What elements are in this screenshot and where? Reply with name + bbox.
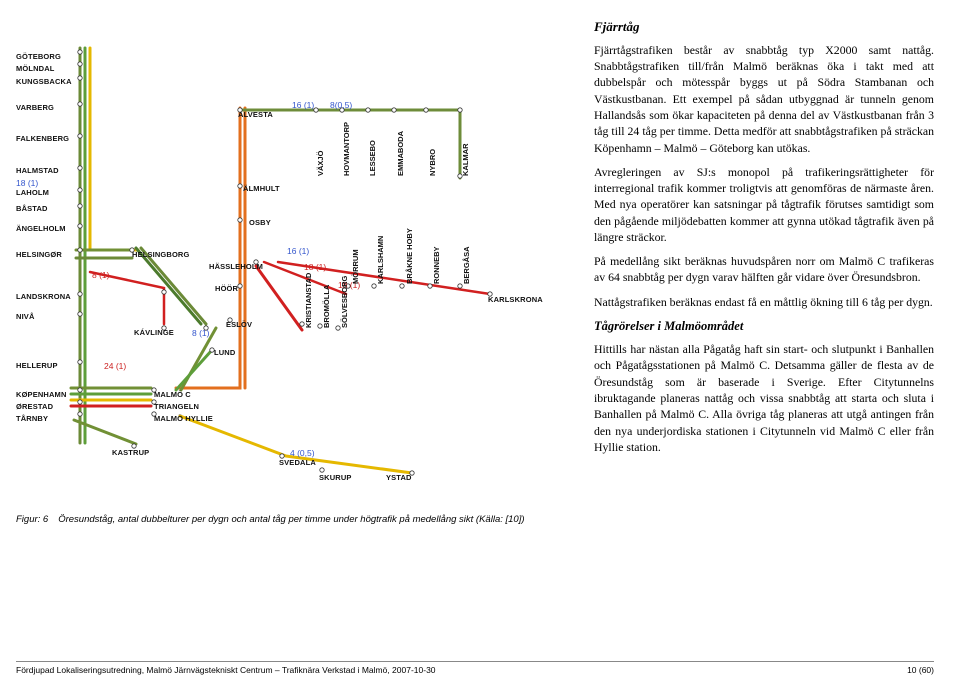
station-label: MALMÖ C: [154, 390, 191, 399]
station-label: ÄLMHULT: [243, 184, 280, 193]
paragraph: Nattågstrafiken beräknas endast få en må…: [594, 294, 934, 310]
station-label-vertical: NYBRO: [428, 149, 437, 176]
station-label: KØPENHAMN: [16, 390, 67, 399]
paragraph: På medellång sikt beräknas huvudspåren n…: [594, 253, 934, 286]
station-label: 8 (1): [92, 270, 109, 280]
station-label: HELLERUP: [16, 361, 58, 370]
station-label: 16 (1): [287, 246, 309, 256]
station-label: MALMÖ HYLLIE: [154, 414, 213, 423]
station-label: HELSINGØR: [16, 250, 62, 259]
station-label: BÅSTAD: [16, 204, 48, 213]
station-label: 16 (1): [292, 100, 314, 110]
station-label-vertical: KALMAR: [461, 144, 470, 177]
station-label-vertical: LESSEBO: [368, 140, 377, 176]
station-label: HALMSTAD: [16, 166, 59, 175]
station-label-vertical: MÖRRUM: [351, 249, 360, 284]
figure-caption: Figur: 6 Öresundståg, antal dubbelturer …: [16, 514, 576, 525]
station-label: ÄNGELHOLM: [16, 224, 66, 233]
station-label: LANDSKRONA: [16, 292, 71, 301]
station-label: 8 (1): [192, 328, 209, 338]
station-label: OSBY: [249, 218, 271, 227]
station-label: 8(0,5): [330, 100, 352, 110]
paragraph: Fjärrtågstrafiken består av snabbtåg typ…: [594, 42, 934, 156]
rail-diagram: GÖTEBORG MÖLNDAL KUNGSBACKA VARBERG FALKENBE…: [16, 18, 576, 508]
section-heading: Fjärrtåg: [594, 18, 934, 36]
station-label: 4 (0,5): [290, 448, 315, 458]
station-label-vertical: SÖLVESBORG: [340, 276, 349, 328]
station-label: TÅRNBY: [16, 414, 48, 423]
figure-text: Öresundståg, antal dubbelturer per dygn …: [58, 514, 524, 525]
page-footer: Fördjupad Lokaliseringsutredning, Malmö …: [16, 661, 934, 675]
station-label: KASTRUP: [112, 448, 149, 457]
station-label: YSTAD: [386, 473, 412, 482]
station-label-vertical: RONNEBY: [432, 246, 441, 284]
station-label: ALVESTA: [238, 110, 273, 119]
station-label: SKURUP: [319, 473, 352, 482]
station-label-vertical: VÄXJÖ: [316, 151, 325, 176]
paragraph: Avregleringen av SJ:s monopol på trafike…: [594, 164, 934, 245]
station-label-vertical: BRÅKNE HOBY: [405, 228, 414, 284]
station-label-vertical: HOVMANTORP: [342, 122, 351, 176]
station-label: GÖTEBORG: [16, 52, 61, 61]
station-label-vertical: BERGÅSA: [462, 246, 471, 284]
station-label: HÖÖR: [215, 284, 238, 293]
station-label: 24 (1): [104, 361, 126, 371]
rail-lines: [16, 18, 576, 508]
station-label: ØRESTAD: [16, 402, 53, 411]
station-label-vertical: BROMÖLLA: [322, 285, 331, 328]
station-label: ESLÖV: [226, 320, 252, 329]
station-label: 18 (1): [304, 262, 326, 272]
subheading: Tågrörelser i Malmöområdet: [594, 318, 934, 335]
station-label: FALKENBERG: [16, 134, 69, 143]
paragraph: Hittills har nästan alla Pågatåg haft si…: [594, 341, 934, 455]
station-label: TRIANGELN: [154, 402, 199, 411]
station-label: LUND: [214, 348, 235, 357]
station-label: VARBERG: [16, 103, 54, 112]
station-label-vertical: KARLSHAMN: [376, 236, 385, 284]
station-label: SVEDALA: [279, 458, 316, 467]
station-label: KUNGSBACKA: [16, 77, 72, 86]
station-label-vertical: KRISTIANSTAD: [304, 273, 313, 328]
figure-number: Figur: 6: [16, 514, 48, 525]
station-label: HELSINGBORG: [132, 250, 190, 259]
station-label: NIVÅ: [16, 312, 35, 321]
station-label: HÄSSLEHOLM: [209, 262, 263, 271]
footer-left: Fördjupad Lokaliseringsutredning, Malmö …: [16, 665, 436, 675]
station-label: LAHOLM: [16, 188, 49, 197]
station-label: KARLSKRONA: [488, 295, 543, 304]
station-label-vertical: EMMABODA: [396, 131, 405, 176]
station-label: MÖLNDAL: [16, 64, 55, 73]
station-label: KÁVLINGE: [134, 328, 174, 337]
station-label: 18 (1): [16, 178, 38, 188]
footer-right: 10 (60): [907, 665, 934, 675]
body-text-column: Fjärrtåg Fjärrtågstrafiken består av sna…: [594, 18, 934, 525]
